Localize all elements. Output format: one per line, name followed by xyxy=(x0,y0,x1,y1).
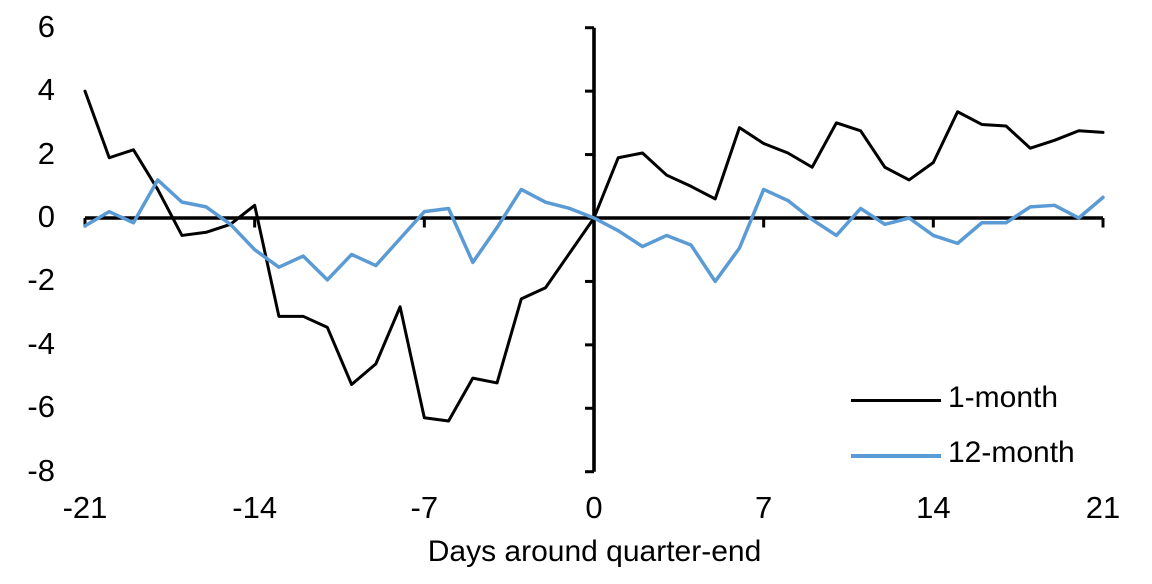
x-axis-title: Days around quarter-end xyxy=(427,535,762,568)
legend-label-1-month: 1-month xyxy=(948,381,1059,414)
x-tick-label: 7 xyxy=(755,490,773,525)
y-tick-label: 6 xyxy=(37,8,55,44)
y-tick-label: -8 xyxy=(27,452,55,488)
y-tick-label: 0 xyxy=(37,199,55,234)
y-tick-label: 4 xyxy=(37,72,55,108)
x-tick-label: -21 xyxy=(62,490,108,525)
x-tick-label: 21 xyxy=(1085,490,1121,525)
x-tick-label: 14 xyxy=(916,490,951,525)
y-tick-label: -2 xyxy=(27,262,55,298)
x-tick-label: 0 xyxy=(585,490,603,525)
x-tick-label: -14 xyxy=(232,490,278,525)
legend-line-12-month xyxy=(851,454,941,458)
legend-line-1-month xyxy=(851,399,941,402)
y-tick-label: -4 xyxy=(27,325,55,361)
series-line-12-month xyxy=(83,178,1105,284)
y-tick-label: 2 xyxy=(37,135,55,171)
x-tick-label: -7 xyxy=(410,490,439,525)
y-tick-label: -6 xyxy=(27,389,55,425)
legend-label-12-month: 12-month xyxy=(948,436,1075,469)
